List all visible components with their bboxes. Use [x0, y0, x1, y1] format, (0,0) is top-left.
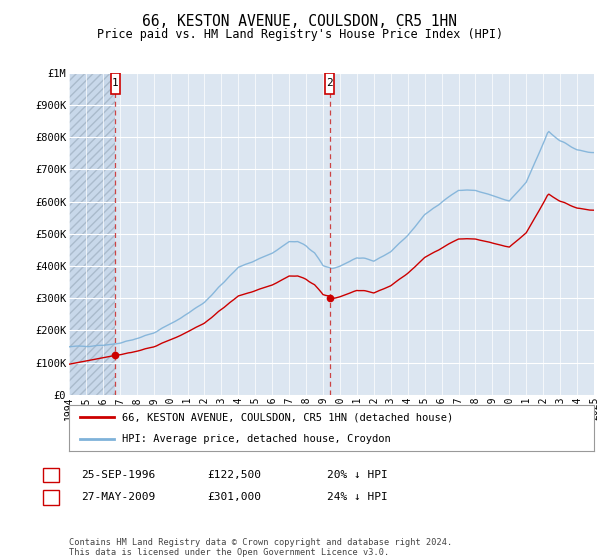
- Bar: [69, 73, 115, 395]
- FancyBboxPatch shape: [110, 73, 120, 94]
- Text: 66, KESTON AVENUE, COULSDON, CR5 1HN (detached house): 66, KESTON AVENUE, COULSDON, CR5 1HN (de…: [121, 412, 453, 422]
- Text: Price paid vs. HM Land Registry's House Price Index (HPI): Price paid vs. HM Land Registry's House …: [97, 28, 503, 41]
- Text: £301,000: £301,000: [207, 492, 261, 502]
- Bar: [69, 73, 115, 395]
- Text: 2: 2: [326, 78, 333, 88]
- Text: 1: 1: [112, 78, 119, 88]
- Text: 2: 2: [47, 492, 55, 502]
- Text: HPI: Average price, detached house, Croydon: HPI: Average price, detached house, Croy…: [121, 435, 390, 444]
- Text: 24% ↓ HPI: 24% ↓ HPI: [327, 492, 388, 502]
- Text: 1: 1: [47, 470, 55, 480]
- Text: 27-MAY-2009: 27-MAY-2009: [81, 492, 155, 502]
- Text: 25-SEP-1996: 25-SEP-1996: [81, 470, 155, 480]
- Text: 20% ↓ HPI: 20% ↓ HPI: [327, 470, 388, 480]
- Text: 66, KESTON AVENUE, COULSDON, CR5 1HN: 66, KESTON AVENUE, COULSDON, CR5 1HN: [143, 14, 458, 29]
- Text: £122,500: £122,500: [207, 470, 261, 480]
- Text: Contains HM Land Registry data © Crown copyright and database right 2024.
This d: Contains HM Land Registry data © Crown c…: [69, 538, 452, 557]
- FancyBboxPatch shape: [325, 73, 334, 94]
